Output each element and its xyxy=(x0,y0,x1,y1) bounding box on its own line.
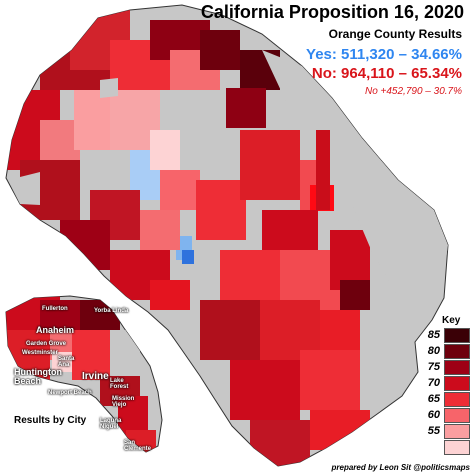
city-label-san-clemente: San Clemente xyxy=(124,440,152,452)
legend-swatch xyxy=(444,408,470,423)
legend-row: 55 xyxy=(418,424,470,440)
legend-label: 80 xyxy=(427,345,440,357)
legend-row: 70 xyxy=(418,376,470,392)
legend-swatch xyxy=(444,440,470,455)
city-label-yorba-linda: Yorba Linda xyxy=(94,308,129,314)
legend-label: 65 xyxy=(427,393,440,405)
legend-row: 60 xyxy=(418,408,470,424)
inset-caption: Results by City xyxy=(14,415,87,426)
city-label-fullerton: Fullerton xyxy=(42,306,68,312)
city-label-irvine: Irvine xyxy=(82,371,109,382)
legend-swatch xyxy=(444,424,470,439)
city-label-mission-viejo: Mission Viejo xyxy=(112,396,135,408)
legend-row: 80 xyxy=(418,344,470,360)
inset-city-map xyxy=(5,295,163,453)
legend-swatch xyxy=(444,344,470,359)
yes-result: Yes: 511,320 – 34.66% xyxy=(306,46,462,63)
city-label-anaheim: Anaheim xyxy=(36,325,75,335)
city-label-lake-forest: Lake Forest xyxy=(110,378,129,390)
legend-row: 85 xyxy=(418,328,470,344)
legend-label: 85 xyxy=(427,329,440,341)
legend-title: Key xyxy=(442,315,461,326)
legend-swatch xyxy=(444,328,470,343)
legend-label: 60 xyxy=(427,409,440,421)
no-result: No: 964,110 – 65.34% xyxy=(311,65,462,82)
city-label-santa-ana: Santa Ana xyxy=(58,356,75,368)
legend-label: 70 xyxy=(427,377,440,389)
precinct-shading xyxy=(6,5,448,466)
city-label-laguna-niguel: Laguna Niguel xyxy=(100,418,122,430)
city-label-huntington-beach: Huntington Beach xyxy=(14,367,62,386)
city-label-garden-grove: Garden Grove xyxy=(26,341,67,347)
margin-result: No +452,790 – 30.7% xyxy=(364,86,462,97)
legend-swatch xyxy=(444,376,470,391)
city-label-newport-beach: Newport Beach xyxy=(48,390,92,396)
legend-label: 75 xyxy=(427,361,440,373)
map-subtitle: Orange County Results xyxy=(328,27,462,41)
map-title: California Proposition 16, 2020 xyxy=(200,2,464,22)
legend-row: 75 xyxy=(418,360,470,376)
legend-swatch xyxy=(444,392,470,407)
legend-swatch xyxy=(444,360,470,375)
legend-label: 55 xyxy=(427,425,440,437)
legend-row xyxy=(418,440,470,456)
map-credit: prepared by Leon Sit @politicsmaps xyxy=(331,463,471,472)
legend-row: 65 xyxy=(418,392,470,408)
city-label-westminster: Westminster xyxy=(22,350,58,356)
legend: 85 80 75 70 65 60 55 xyxy=(418,328,470,470)
